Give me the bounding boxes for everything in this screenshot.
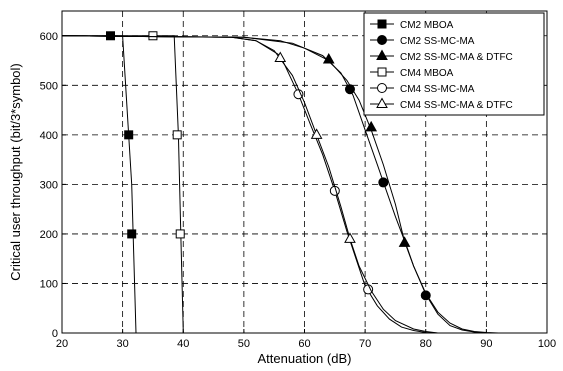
series-point bbox=[344, 232, 356, 243]
legend: CM2 MBOA CM2 SS-MC-MA CM2 SS-MC-MA & DTFC C… bbox=[363, 12, 545, 116]
series-point bbox=[293, 89, 304, 100]
x-tick-label: 90 bbox=[480, 338, 492, 350]
legend-item: CM4 SS-MC-MA bbox=[370, 83, 475, 95]
legend-label: CM2 SS-MC-MA & DTFC bbox=[400, 52, 513, 63]
y-tick-label: 600 bbox=[40, 31, 58, 43]
legend-label: CM2 SS-MC-MA bbox=[400, 36, 475, 47]
series-point bbox=[378, 177, 389, 188]
series-2 bbox=[62, 35, 487, 333]
legend-marker bbox=[377, 19, 387, 29]
series-point bbox=[398, 236, 411, 247]
series-line bbox=[62, 35, 487, 333]
legend-marker bbox=[376, 97, 388, 108]
legend-item: CM2 SS-MC-MA bbox=[370, 35, 475, 47]
axis-ticks bbox=[61, 35, 548, 334]
y-tick-label: 0 bbox=[52, 328, 58, 340]
legend-marker bbox=[377, 67, 387, 77]
series-point bbox=[172, 130, 182, 140]
series-3 bbox=[62, 35, 499, 333]
legend-item: CM4 SS-MC-MA & DTFC bbox=[370, 97, 513, 111]
legend-item: CM4 MBOA bbox=[370, 67, 454, 79]
series-point bbox=[322, 53, 335, 64]
legend-label: CM4 SS-MC-MA & DTFC bbox=[400, 100, 513, 111]
series-point bbox=[310, 128, 323, 139]
series-4 bbox=[62, 31, 185, 333]
legend-marker bbox=[377, 35, 387, 45]
legend-box bbox=[363, 12, 545, 116]
x-tick-label: 30 bbox=[117, 338, 129, 350]
legend-label: CM4 SS-MC-MA bbox=[400, 84, 475, 95]
legend-item: CM2 MBOA bbox=[370, 19, 454, 31]
x-tick-label: 70 bbox=[359, 338, 371, 350]
series-point bbox=[124, 130, 134, 140]
series-point bbox=[365, 120, 378, 132]
series-5 bbox=[62, 35, 438, 333]
series-point bbox=[175, 229, 185, 239]
series-line bbox=[62, 35, 438, 333]
legend-label: CM2 MBOA bbox=[400, 20, 454, 31]
series-point bbox=[274, 51, 287, 63]
x-tick-label: 50 bbox=[238, 338, 250, 350]
y-tick-label: 400 bbox=[40, 130, 58, 142]
x-tick-label: 20 bbox=[56, 338, 68, 350]
legend-item: CM2 SS-MC-MA & DTFC bbox=[370, 49, 513, 63]
x-tick-label: 100 bbox=[538, 338, 556, 350]
y-axis-title: Critical user throughput (bit/3*symbol) bbox=[8, 63, 23, 280]
y-tick-label: 500 bbox=[40, 80, 58, 92]
x-tick-label: 80 bbox=[420, 338, 432, 350]
series-line bbox=[62, 35, 438, 333]
legend-label: CM4 MBOA bbox=[400, 68, 454, 79]
series-point bbox=[127, 229, 137, 239]
series-layer bbox=[62, 31, 499, 333]
x-tick-labels: 20 30 40 50 60 70 80 90 100 bbox=[56, 338, 556, 350]
series-point bbox=[363, 284, 374, 295]
x-tick-label: 40 bbox=[177, 338, 189, 350]
series-line bbox=[62, 35, 499, 333]
y-tick-label: 300 bbox=[40, 179, 58, 191]
legend-marker bbox=[376, 49, 388, 60]
y-tick-label: 200 bbox=[40, 229, 58, 241]
y-tick-labels: 0 100 200 300 400 500 600 bbox=[40, 31, 58, 340]
y-tick-label: 100 bbox=[40, 278, 58, 290]
series-6 bbox=[62, 35, 438, 333]
series-point bbox=[148, 31, 158, 41]
x-tick-label: 60 bbox=[298, 338, 310, 350]
x-axis-title: Attenuation (dB) bbox=[258, 351, 352, 366]
legend-marker bbox=[377, 83, 387, 93]
